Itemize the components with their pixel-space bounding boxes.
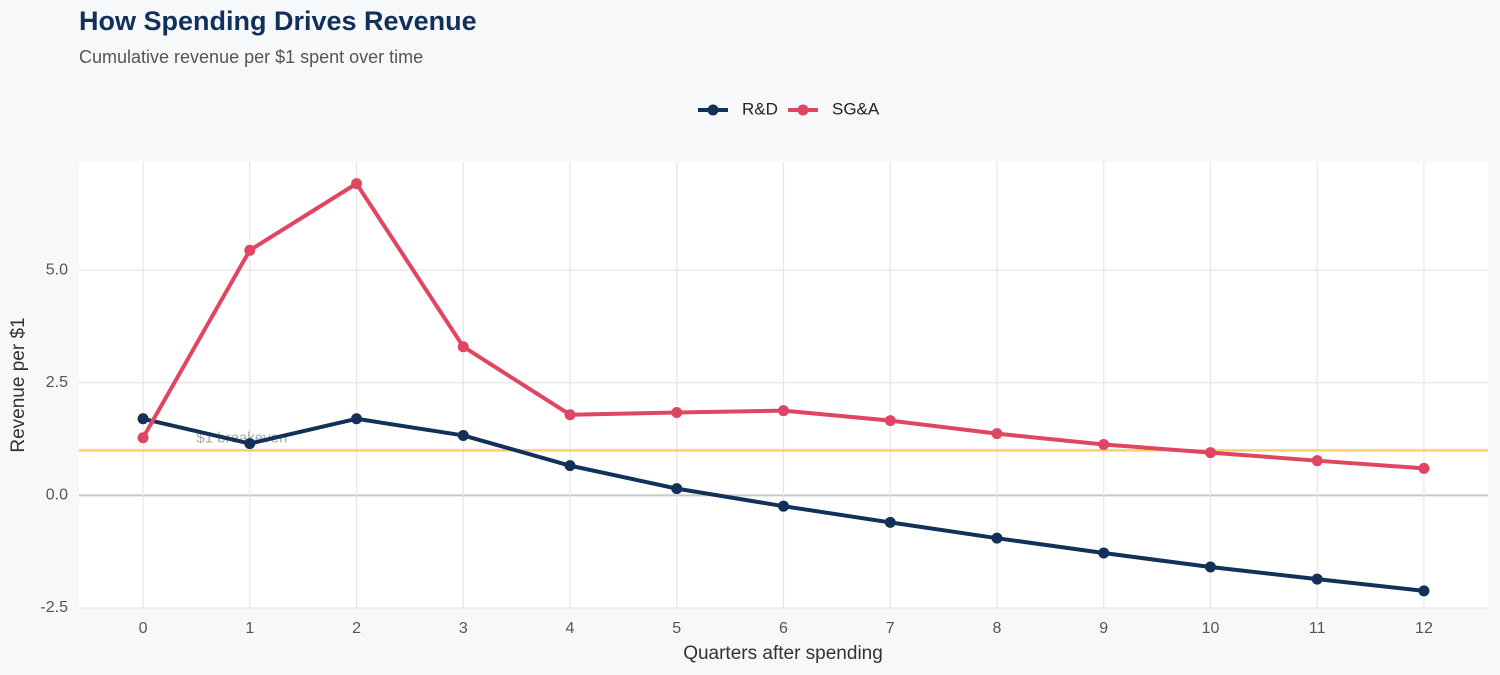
data-point <box>1311 455 1323 467</box>
x-tick-label: 12 <box>1415 620 1433 637</box>
legend-marker <box>707 104 719 116</box>
data-point <box>671 406 683 418</box>
x-axis-label: Quarters after spending <box>683 643 883 664</box>
x-tick-label: 9 <box>1099 620 1108 637</box>
data-point <box>137 413 149 425</box>
data-point <box>351 413 363 425</box>
data-point <box>1418 585 1430 597</box>
data-point <box>244 244 256 256</box>
y-tick-label: 2.5 <box>46 374 68 391</box>
y-tick-label: 5.0 <box>46 261 68 278</box>
legend-label: R&D <box>742 99 778 118</box>
data-point <box>991 532 1003 544</box>
legend-marker <box>797 104 809 116</box>
data-point <box>1418 462 1430 474</box>
data-point <box>1098 547 1110 559</box>
data-point <box>671 483 683 495</box>
data-point <box>457 429 469 441</box>
data-point <box>884 516 896 528</box>
data-point <box>457 341 469 353</box>
x-tick-label: 6 <box>779 620 788 637</box>
data-point <box>564 460 576 472</box>
data-point <box>137 432 149 444</box>
data-point <box>1311 573 1323 585</box>
data-point <box>884 415 896 427</box>
x-tick-label: 7 <box>886 620 895 637</box>
x-tick-label: 3 <box>459 620 468 637</box>
data-point <box>778 500 789 512</box>
y-tick-label: 0.0 <box>46 487 68 504</box>
data-point <box>778 405 789 417</box>
x-tick-label: 8 <box>993 620 1002 637</box>
legend-label: SG&A <box>832 99 880 118</box>
data-point <box>991 428 1003 440</box>
x-tick-label: 11 <box>1309 620 1326 637</box>
data-point <box>564 409 576 421</box>
y-tick-label: -2.5 <box>40 599 68 616</box>
chart-subtitle: Cumulative revenue per $1 spent over tim… <box>79 47 423 67</box>
x-tick-label: 1 <box>245 620 254 637</box>
x-tick-label: 4 <box>566 620 575 637</box>
data-point <box>244 438 256 450</box>
data-point <box>1204 561 1216 573</box>
x-tick-label: 0 <box>139 620 148 637</box>
data-point <box>351 178 363 190</box>
x-tick-label: 2 <box>352 620 361 637</box>
y-axis-label: Revenue per $1 <box>8 317 29 452</box>
chart-title: How Spending Drives Revenue <box>79 6 477 36</box>
data-point <box>1098 438 1110 450</box>
x-tick-label: 5 <box>672 620 681 637</box>
x-tick-label: 10 <box>1202 620 1220 637</box>
data-point <box>1204 447 1216 459</box>
